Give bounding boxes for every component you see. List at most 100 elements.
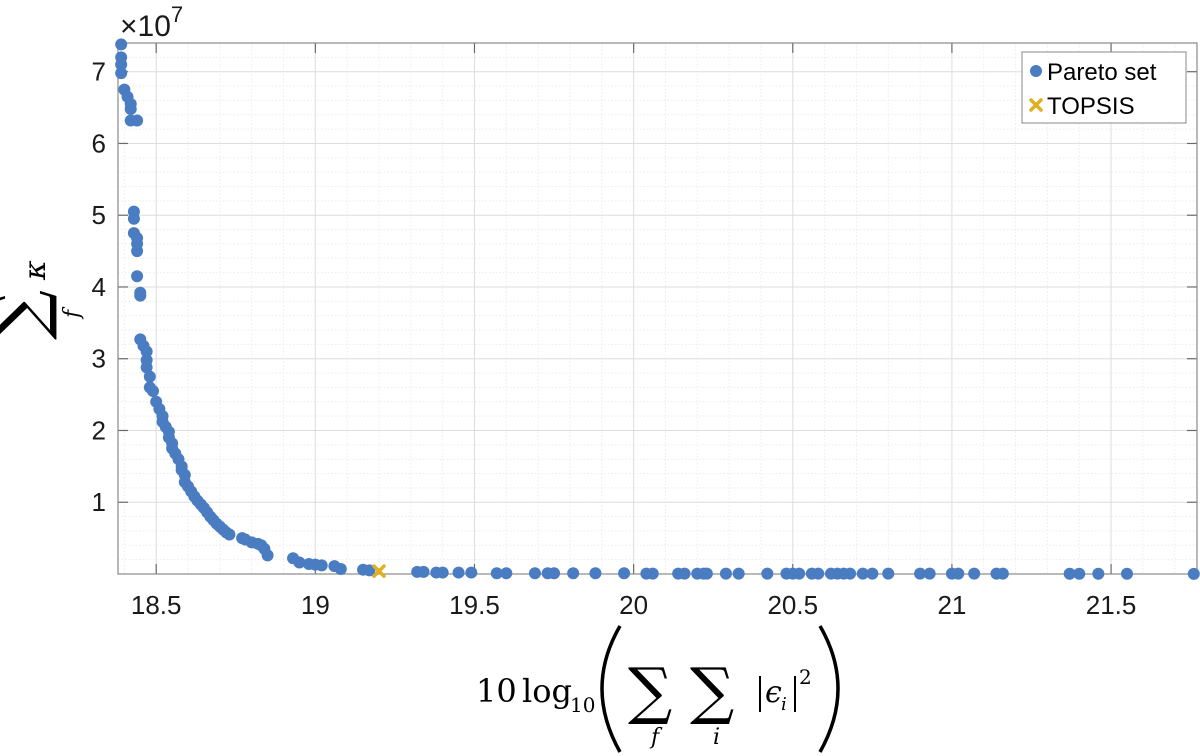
pareto-point [996, 567, 1009, 580]
pareto-point [882, 567, 895, 580]
pareto-point [147, 385, 160, 398]
topsis-marker [372, 564, 386, 578]
x-axis-label: 10 log 10 ∑ f ∑ i ϵ i 2 [476, 625, 840, 753]
y-label-kappa: κ [18, 260, 53, 281]
x-label-sum-i-symbol: ∑ [690, 654, 734, 727]
y-label-sub-f: f [60, 306, 85, 320]
pareto-point [1092, 567, 1105, 580]
major-grid [118, 43, 1197, 574]
x-tick-labels: 18.5 19 19.5 20 20.5 21 21.5 [131, 590, 1136, 620]
legend-label-pareto-set: Pareto set [1047, 59, 1157, 86]
legend: Pareto set TOPSIS [1021, 51, 1187, 124]
pareto-point [115, 38, 128, 51]
legend-box [1021, 51, 1187, 124]
y-exponent-base: ×10 [120, 10, 171, 43]
pareto-point [315, 559, 328, 572]
pareto-point [952, 567, 965, 580]
x-tick-label: 20.5 [767, 590, 818, 620]
x-tick-label: 20 [619, 590, 648, 620]
plot-area [118, 43, 1197, 574]
pareto-point [618, 567, 631, 580]
pareto-point [844, 567, 857, 580]
x-label-log: log [522, 672, 572, 710]
pareto-set-legend-icon [1030, 65, 1042, 77]
x-tick-label: 18.5 [131, 590, 182, 620]
pareto-point [866, 567, 879, 580]
pareto-point [261, 549, 274, 562]
pareto-point [1063, 567, 1076, 580]
pareto-point [646, 567, 659, 580]
y-tick-labels: 1 2 3 4 5 6 7 [92, 57, 106, 518]
pareto-point [1073, 567, 1086, 580]
svg-text:×107: ×107 [120, 2, 183, 43]
pareto-point [436, 566, 449, 579]
pareto-point [500, 567, 513, 580]
pareto-point [567, 567, 580, 580]
pareto-point [1120, 567, 1133, 580]
x-label-left-paren [600, 625, 622, 753]
pareto-point [732, 567, 745, 580]
pareto-point [719, 567, 732, 580]
pareto-point [923, 567, 936, 580]
pareto-point [678, 567, 691, 580]
pareto-point [761, 567, 774, 580]
pareto-point [589, 567, 602, 580]
pareto-point [812, 567, 825, 580]
pareto-point [140, 361, 153, 374]
pareto-point [700, 567, 713, 580]
y-tick-label: 3 [92, 344, 106, 374]
x-label-sub-f: f [649, 725, 663, 750]
pareto-point [1187, 567, 1200, 580]
y-tick-label: 6 [92, 128, 106, 158]
y-axis-label: ∑ f κ [0, 260, 85, 340]
pareto-point [223, 528, 236, 541]
pareto-point [293, 556, 306, 569]
y-exponent-label: ×107 [120, 2, 183, 43]
x-label-sum-f-symbol: ∑ [628, 654, 672, 727]
y-tick-label: 2 [92, 415, 106, 445]
pareto-point [127, 212, 140, 225]
pareto-point [417, 565, 430, 578]
x-tick-label: 21.5 [1086, 590, 1137, 620]
pareto-point [363, 564, 376, 577]
y-tick-label: 7 [92, 57, 106, 87]
x-tick-label: 19 [301, 590, 330, 620]
pareto-point [334, 562, 347, 575]
pareto-point [115, 67, 128, 80]
legend-label-topsis: TOPSIS [1047, 93, 1135, 120]
x-label-power: 2 [799, 665, 812, 689]
x-label-epsilon: ϵ [765, 675, 782, 710]
y-tick-label: 5 [92, 200, 106, 230]
y-tick-label: 1 [92, 487, 106, 517]
topsis-x-icon [372, 564, 386, 578]
pareto-point [452, 566, 465, 579]
pareto-point [143, 370, 156, 383]
pareto-point [140, 345, 153, 358]
pareto-point [131, 270, 144, 283]
x-label-right-paren [818, 625, 840, 753]
x-tick-label: 21 [937, 590, 966, 620]
x-tick-label: 19.5 [449, 590, 500, 620]
pareto-point [856, 567, 869, 580]
y-label-sum-symbol: ∑ [0, 290, 60, 340]
pareto-point [115, 58, 128, 71]
y-exponent-power: 7 [171, 2, 183, 27]
pareto-point [793, 567, 806, 580]
y-tick-label: 4 [92, 272, 106, 302]
x-label-log-base: 10 [570, 693, 595, 717]
pareto-point [124, 103, 137, 116]
pareto-set-points [115, 38, 1200, 580]
x-label-coef: 10 [476, 672, 517, 710]
pareto-point [131, 245, 144, 258]
x-label-sub-i: i [713, 725, 720, 750]
pareto-point [490, 567, 503, 580]
pareto-point [968, 567, 981, 580]
x-label-epsilon-sub: i [781, 694, 787, 715]
pareto-point [134, 289, 147, 302]
pareto-point [548, 567, 561, 580]
pareto-point [914, 567, 927, 580]
topsis-legend-icon [1029, 98, 1043, 112]
pareto-point [131, 114, 144, 127]
pareto-point [465, 566, 478, 579]
